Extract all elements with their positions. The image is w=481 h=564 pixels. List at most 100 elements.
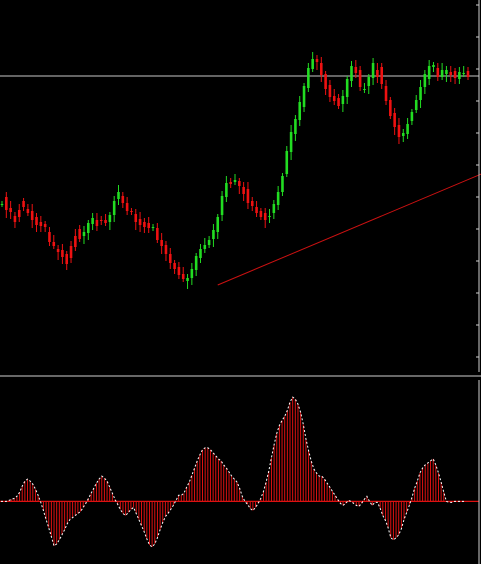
candle-body	[389, 100, 392, 116]
candle-body	[358, 70, 362, 87]
candle-body	[281, 176, 284, 192]
candle-body	[406, 124, 409, 134]
candle-body	[168, 254, 172, 263]
candle-body	[332, 96, 336, 101]
candle-body	[445, 70, 448, 74]
candle-body	[91, 218, 94, 224]
candle-body	[307, 68, 310, 88]
candle-body	[246, 189, 250, 203]
candle-body	[212, 230, 215, 239]
candle-body	[173, 263, 176, 269]
candle-body	[130, 211, 133, 212]
candle-body	[164, 245, 168, 254]
candle-body	[401, 133, 405, 136]
candle-body	[466, 71, 470, 77]
candle-body	[26, 209, 30, 213]
candle-body	[156, 228, 159, 240]
candle-body	[87, 223, 90, 233]
candle-body	[337, 98, 340, 106]
candle-body	[462, 73, 465, 74]
candle-body	[341, 96, 345, 104]
candle-body	[203, 245, 207, 249]
candle-body	[259, 211, 263, 217]
candle-body	[78, 229, 81, 239]
candle-body	[0, 204, 4, 205]
candle-body	[138, 219, 142, 225]
candle-body	[367, 77, 371, 86]
candle-body	[354, 67, 358, 73]
candle-body	[427, 66, 431, 79]
candle-body	[104, 220, 107, 223]
candle-body	[419, 87, 422, 100]
candle-body	[229, 182, 232, 184]
candle-body	[414, 100, 418, 110]
candle-body	[74, 236, 77, 247]
candle-body	[69, 246, 73, 258]
candle-body	[350, 66, 353, 81]
candle-body	[186, 278, 189, 281]
candle-body	[255, 207, 258, 213]
candle-body	[440, 70, 444, 77]
candle-body	[380, 67, 383, 84]
candle-body	[216, 217, 220, 232]
candle-body	[233, 180, 237, 182]
candle-body	[181, 274, 185, 279]
candle-body	[453, 71, 457, 78]
candle-body	[112, 201, 116, 215]
candle-body	[151, 227, 155, 228]
candle-body	[13, 216, 17, 222]
candle-body	[311, 59, 314, 69]
candle-body	[250, 201, 254, 206]
candle-body	[324, 74, 327, 89]
candle-body	[117, 192, 120, 199]
candle-body	[263, 213, 267, 220]
candle-body	[410, 112, 414, 121]
candle-body	[160, 240, 163, 246]
candle-body	[458, 72, 461, 79]
candle-body	[376, 70, 379, 77]
signal-line	[1, 396, 465, 548]
candle-body	[39, 222, 43, 226]
candle-body	[125, 203, 129, 211]
candle-body	[95, 220, 99, 226]
trendline	[217, 173, 481, 286]
candle-body	[393, 113, 396, 127]
candle-body	[190, 269, 194, 278]
price-pane	[0, 52, 481, 289]
candle-body	[242, 187, 245, 194]
candle-body	[371, 63, 375, 78]
candle-body	[436, 68, 440, 77]
candle-body	[9, 208, 12, 212]
candle-body	[225, 183, 228, 197]
candle-body	[5, 197, 8, 210]
candle-body	[177, 267, 181, 275]
candle-body	[22, 201, 25, 207]
candle-body	[134, 214, 138, 222]
candle-body	[363, 89, 366, 90]
candle-body	[432, 65, 435, 67]
candle-body	[397, 125, 401, 137]
candle-body	[48, 232, 51, 242]
candle-body	[61, 250, 64, 257]
candle-body	[272, 204, 276, 213]
candle-body	[238, 181, 241, 186]
candle-body	[285, 151, 289, 174]
candle-body	[345, 79, 349, 97]
candle-body	[384, 86, 388, 101]
candle-body	[423, 74, 427, 87]
candle-body	[108, 215, 112, 222]
candle-body	[143, 222, 146, 227]
candle-body	[199, 249, 202, 258]
candle-body	[35, 217, 38, 225]
candle-body	[194, 256, 198, 270]
candle-body	[302, 86, 306, 107]
candle-body	[294, 119, 297, 134]
candle-body	[298, 102, 302, 120]
candle-body	[82, 232, 86, 236]
candle-body	[289, 132, 293, 152]
candle-body	[43, 224, 47, 227]
candle-body	[276, 192, 280, 205]
candle-body	[268, 216, 271, 217]
